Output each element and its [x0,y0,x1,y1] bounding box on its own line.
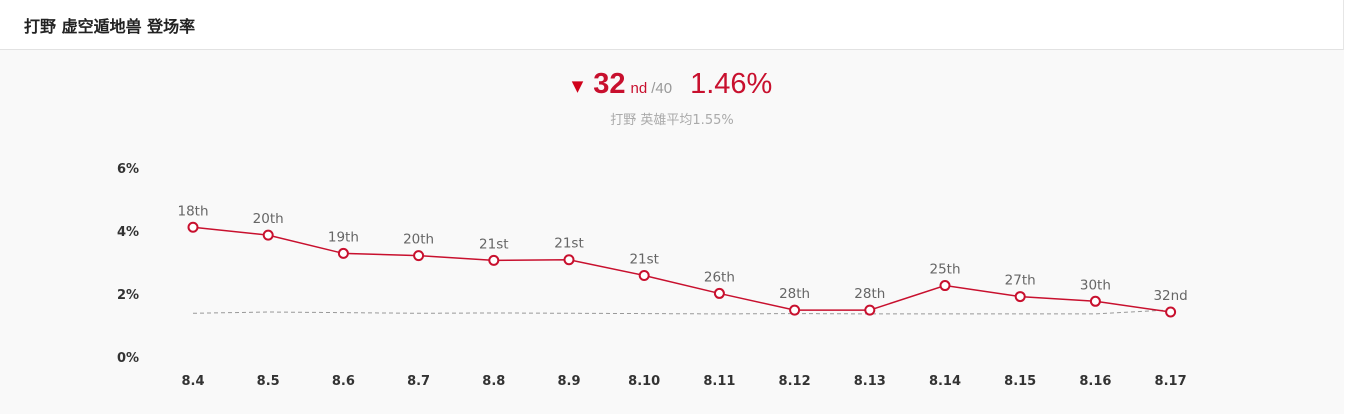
rank-label: 19th [328,229,359,245]
data-point [187,221,199,233]
data-point [1014,291,1026,303]
data-point [713,287,725,299]
x-tick-label: 8.17 [1155,374,1187,389]
line-chart: 6% 4% 2% 0% 8.4 8.5 8.6 8.7 8.8 8.9 8.10 8.11 8.12 8.… [117,162,1188,389]
y-tick-label: 4% [117,225,139,240]
role-average: 打野 英雄平均1.55% [610,113,734,128]
x-tick-label: 8.5 [257,374,280,389]
rank-label: 30th [1080,277,1111,293]
rank-label: 21st [479,236,509,252]
x-tick-label: 8.7 [407,374,430,389]
pick-rate-line [192,226,1171,313]
rank-label: 21st [629,251,659,267]
data-point [638,269,650,281]
x-tick-label: 8.9 [557,374,580,389]
rank-label: 20th [253,211,284,227]
data-point [939,280,951,292]
rank-label: 25th [929,262,960,278]
panel-header: 打野 虚空遁地兽 登场率 [0,0,1343,50]
data-point [1089,295,1101,307]
average-line [192,309,1171,315]
rank-label: 18th [177,203,208,219]
down-triangle-icon: ▼ [571,77,584,95]
y-tick-label: 2% [117,288,139,303]
data-point [413,250,425,262]
data-point [864,304,876,316]
x-tick-label: 8.13 [854,374,886,389]
panel-title: 打野 虚空遁地兽 登场率 [24,16,196,36]
rank-total: /40 [651,80,673,97]
data-point [563,254,575,266]
data-point [337,247,349,259]
x-tick-label: 8.4 [181,374,204,389]
y-tick-label: 6% [117,162,139,177]
rank-label: 26th [704,269,735,285]
data-point [789,304,801,316]
chart-area: ▼ 32 nd /40 1.46% 打野 英雄平均1.55% [0,50,1344,414]
rank-label: 20th [403,232,434,248]
rank-label: 21st [554,236,584,252]
x-tick-label: 8.15 [1004,374,1036,389]
x-tick-label: 8.10 [628,374,660,389]
pick-rate: 1.46% [690,68,773,100]
rank-label: 32nd [1153,288,1187,304]
x-tick-label: 8.8 [482,374,505,389]
rank-number: 32 [593,68,626,100]
x-tick-label: 8.14 [929,374,961,389]
y-tick-label: 0% [117,351,139,366]
rank-suffix: nd [630,80,648,97]
rank-label: 28th [779,286,810,302]
x-tick-label: 8.16 [1079,374,1111,389]
data-point [488,254,500,266]
x-tick-label: 8.11 [703,374,735,389]
data-point [262,229,274,241]
x-tick-label: 8.6 [332,374,355,389]
x-tick-label: 8.12 [779,374,811,389]
data-point [1165,306,1177,318]
summary: ▼ 32 nd /40 1.46% 打野 英雄平均1.55% [0,68,1344,128]
rank-line: ▼ 32 nd /40 1.46% [0,68,1344,101]
rank-label: 27th [1005,273,1036,289]
rank-label: 28th [854,286,885,302]
